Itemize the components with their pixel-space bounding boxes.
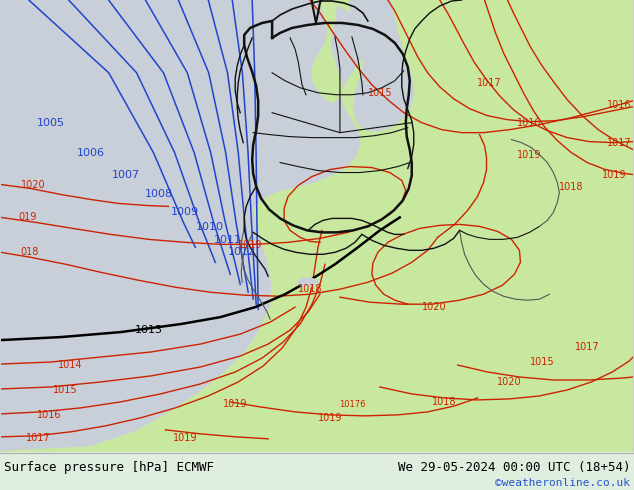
Polygon shape	[350, 0, 414, 131]
Text: 018: 018	[21, 247, 39, 257]
Text: 1019: 1019	[173, 433, 198, 443]
Ellipse shape	[298, 278, 318, 286]
Text: 1018: 1018	[559, 182, 583, 193]
Text: 1005: 1005	[37, 118, 65, 128]
Text: 1017: 1017	[477, 78, 502, 88]
Text: 1015: 1015	[53, 385, 78, 395]
Text: 1012: 1012	[228, 247, 256, 257]
Text: 1019: 1019	[238, 240, 262, 250]
Polygon shape	[1, 0, 633, 452]
Text: 1006: 1006	[77, 147, 105, 158]
Text: 1011: 1011	[214, 235, 242, 245]
Polygon shape	[1, 0, 370, 447]
Text: 1020: 1020	[21, 179, 46, 190]
Polygon shape	[312, 0, 342, 103]
Text: 1017: 1017	[575, 342, 600, 352]
Text: 1016: 1016	[37, 410, 61, 420]
Text: 1017: 1017	[27, 433, 51, 443]
Text: 1016: 1016	[517, 118, 541, 128]
Text: 1020: 1020	[422, 302, 447, 312]
Text: ©weatheronline.co.uk: ©weatheronline.co.uk	[495, 478, 630, 488]
Text: 1013: 1013	[134, 325, 162, 335]
Text: We 29-05-2024 00:00 UTC (18+54): We 29-05-2024 00:00 UTC (18+54)	[398, 462, 630, 474]
Text: 1018: 1018	[298, 284, 322, 294]
Text: 1015: 1015	[530, 357, 555, 367]
Text: 1015: 1015	[368, 88, 392, 98]
Text: 1020: 1020	[497, 377, 522, 387]
Text: 1009: 1009	[171, 207, 200, 218]
Text: 1019: 1019	[223, 399, 247, 409]
Text: 1014: 1014	[58, 360, 83, 370]
Text: 1019: 1019	[602, 170, 626, 179]
Text: 1017: 1017	[607, 138, 631, 147]
Text: 1019: 1019	[318, 413, 342, 423]
Text: 1008: 1008	[145, 190, 172, 199]
Text: 019: 019	[19, 212, 37, 222]
Text: 1010: 1010	[197, 222, 224, 232]
Text: 10176: 10176	[339, 400, 365, 410]
Text: 1019: 1019	[517, 149, 541, 160]
Text: 1016: 1016	[607, 100, 631, 110]
Text: 1007: 1007	[112, 170, 139, 179]
Text: Surface pressure [hPa] ECMWF: Surface pressure [hPa] ECMWF	[4, 462, 214, 474]
Text: 1018: 1018	[432, 397, 457, 407]
